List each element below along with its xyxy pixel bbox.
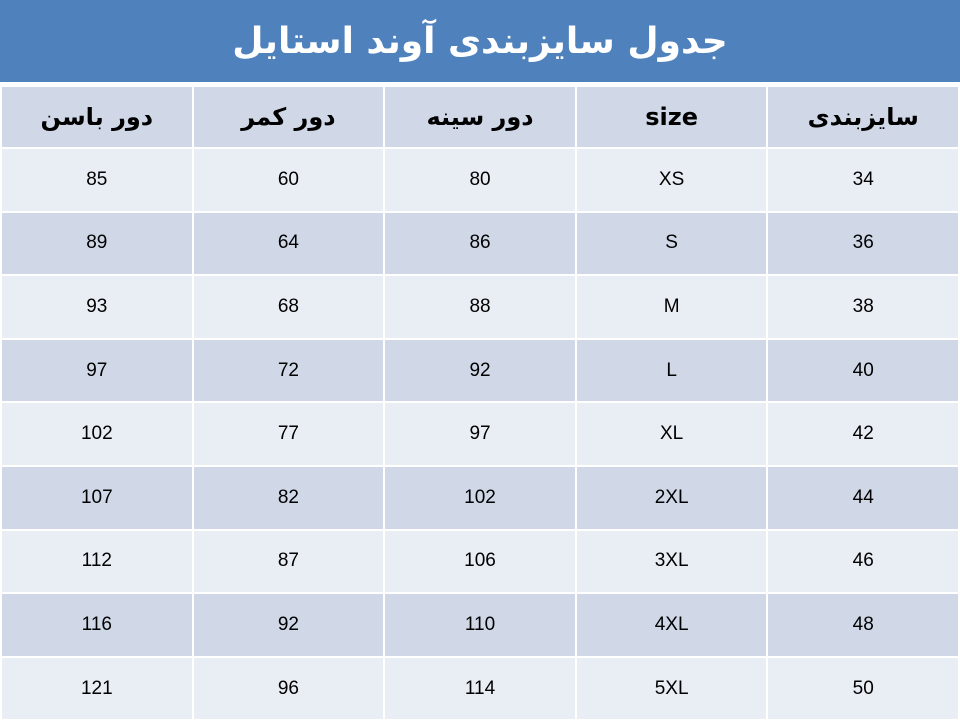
- table-row: 42 XL 97 77 102: [0, 401, 960, 467]
- cell-size-number: 34: [766, 147, 960, 213]
- table-row: 50 5XL 114 96 121: [0, 655, 960, 721]
- cell-hip: 85: [0, 147, 194, 213]
- header-chest: دور سینه: [383, 85, 577, 149]
- cell-chest: 80: [383, 147, 577, 213]
- cell-waist: 64: [191, 210, 386, 277]
- cell-size: S: [574, 210, 769, 277]
- cell-size: 3XL: [574, 528, 769, 595]
- cell-chest: 110: [383, 592, 577, 658]
- size-table: سایزبندی size دور سینه دور کمر دور باسن …: [0, 85, 960, 721]
- cell-size: XL: [574, 401, 769, 467]
- cell-hip: 102: [0, 401, 194, 467]
- cell-waist: 87: [191, 528, 386, 595]
- cell-hip: 116: [0, 592, 194, 658]
- cell-size: XS: [574, 147, 769, 213]
- cell-size: 5XL: [574, 655, 769, 721]
- table-row: 48 4XL 110 92 116: [0, 592, 960, 658]
- cell-waist: 68: [191, 274, 386, 340]
- page-title: جدول سایزبندی آوند استایل: [0, 0, 960, 85]
- cell-size-number: 38: [766, 274, 960, 340]
- cell-waist: 96: [191, 655, 386, 721]
- cell-size-number: 44: [766, 464, 960, 531]
- cell-size: 4XL: [574, 592, 769, 658]
- header-waist: دور کمر: [191, 85, 386, 149]
- header-size-number: سایزبندی: [766, 85, 960, 149]
- table-row: 44 2XL 102 82 107: [0, 464, 960, 531]
- cell-size-number: 46: [766, 528, 960, 595]
- header-row: سایزبندی size دور سینه دور کمر دور باسن: [0, 85, 960, 149]
- cell-waist: 92: [191, 592, 386, 658]
- table-row: 36 S 86 64 89: [0, 210, 960, 277]
- cell-chest: 97: [383, 401, 577, 467]
- cell-hip: 97: [0, 337, 194, 404]
- cell-hip: 121: [0, 655, 194, 721]
- cell-size-number: 48: [766, 592, 960, 658]
- cell-chest: 106: [383, 528, 577, 595]
- cell-hip: 112: [0, 528, 194, 595]
- cell-size: 2XL: [574, 464, 769, 531]
- cell-size-number: 50: [766, 655, 960, 721]
- table-row: 34 XS 80 60 85: [0, 147, 960, 213]
- cell-hip: 93: [0, 274, 194, 340]
- table-row: 46 3XL 106 87 112: [0, 528, 960, 595]
- cell-hip: 107: [0, 464, 194, 531]
- cell-size: M: [574, 274, 769, 340]
- cell-chest: 114: [383, 655, 577, 721]
- cell-waist: 72: [191, 337, 386, 404]
- header-hip: دور باسن: [0, 85, 194, 149]
- cell-chest: 88: [383, 274, 577, 340]
- cell-waist: 82: [191, 464, 386, 531]
- cell-chest: 92: [383, 337, 577, 404]
- cell-size-number: 40: [766, 337, 960, 404]
- cell-size-number: 42: [766, 401, 960, 467]
- cell-hip: 89: [0, 210, 194, 277]
- cell-size: L: [574, 337, 769, 404]
- header-size: size: [574, 85, 769, 149]
- cell-chest: 102: [383, 464, 577, 531]
- table-row: 38 M 88 68 93: [0, 274, 960, 340]
- cell-waist: 60: [191, 147, 386, 213]
- cell-waist: 77: [191, 401, 386, 467]
- cell-size-number: 36: [766, 210, 960, 277]
- cell-chest: 86: [383, 210, 577, 277]
- table-row: 40 L 92 72 97: [0, 337, 960, 404]
